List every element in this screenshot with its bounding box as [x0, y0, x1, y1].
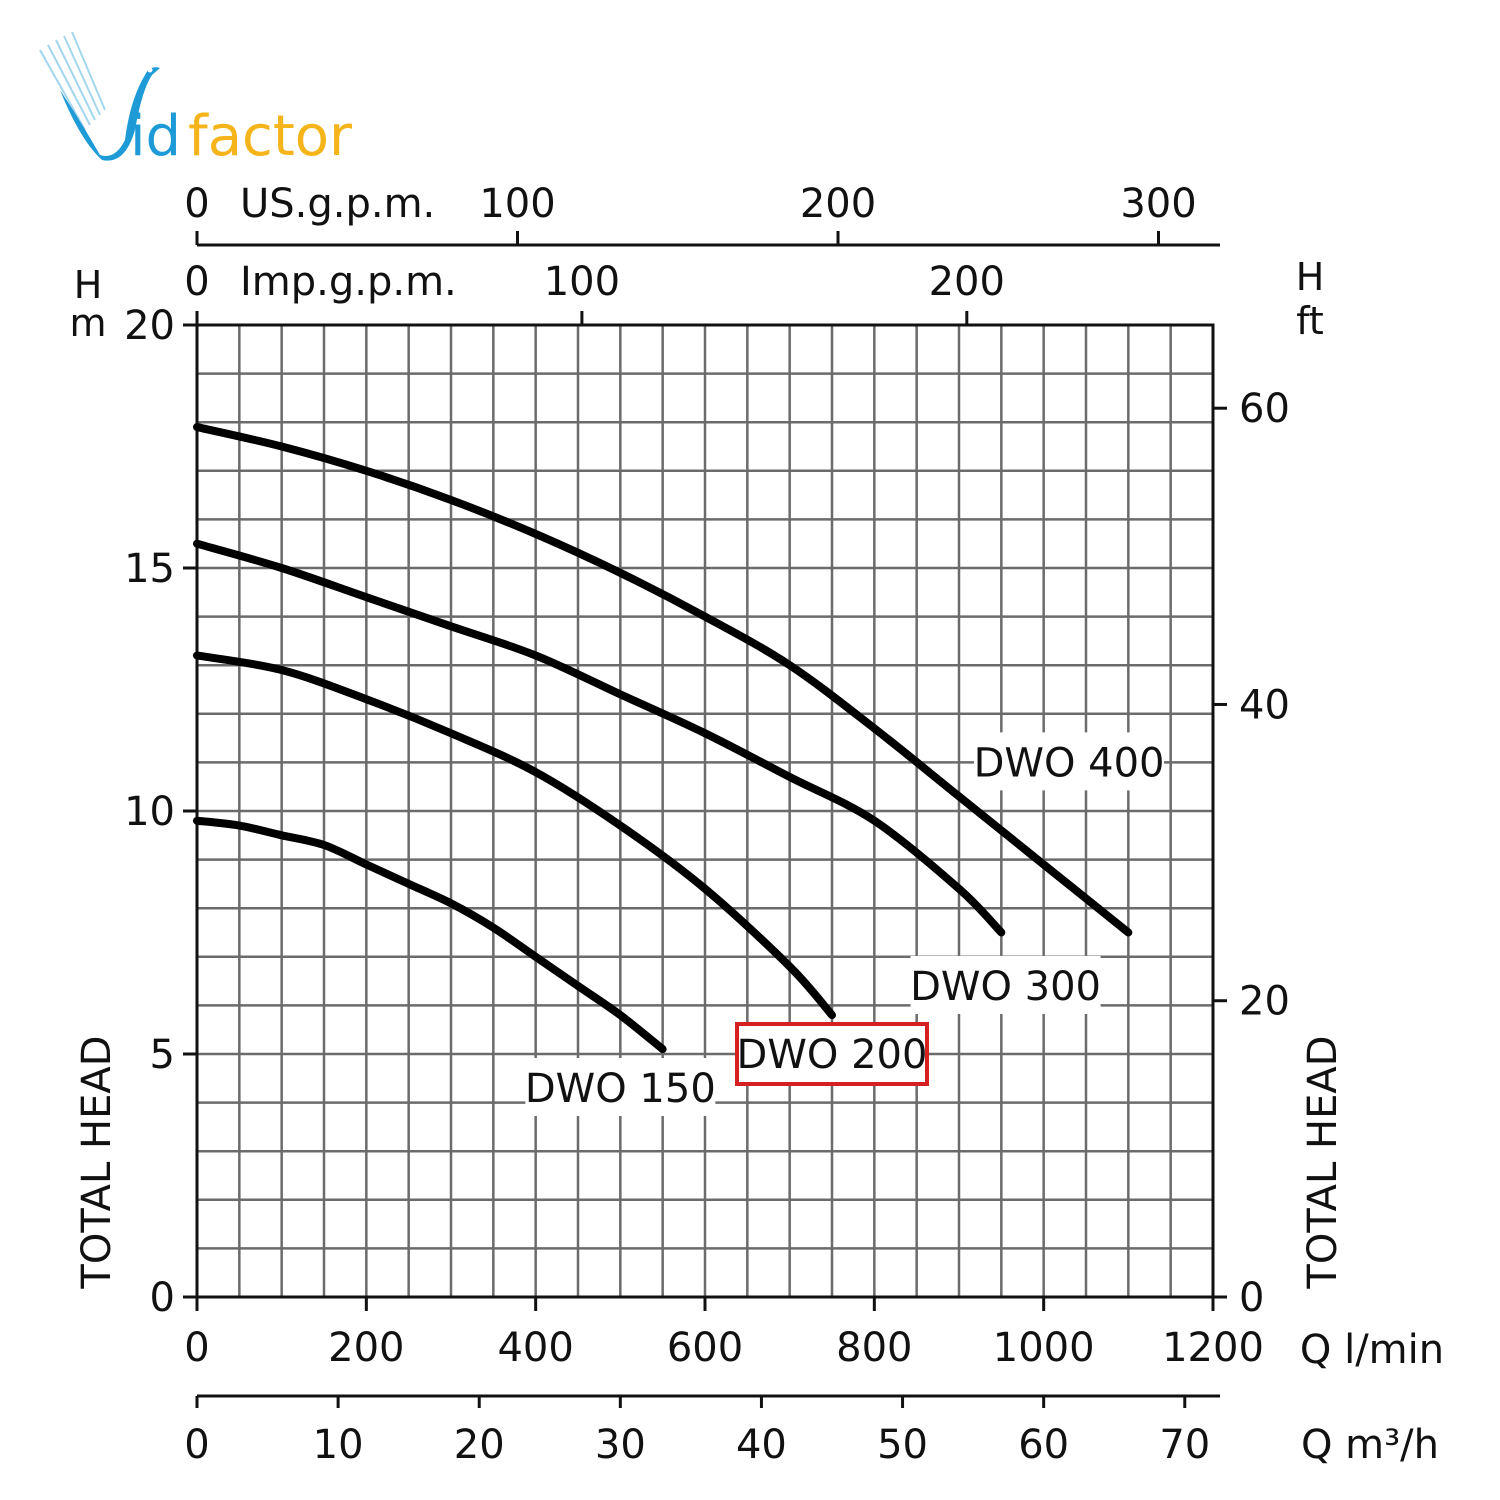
- curve-dwo-300: [193, 539, 1006, 937]
- series-label-bg: [525, 1058, 716, 1117]
- x-tick-label: 1000: [993, 1325, 1095, 1371]
- logo-bird-icon: id factor: [39, 31, 353, 169]
- vidfactor-logo: id factor: [30, 30, 390, 170]
- series-label-dwo-200: DWO 200: [737, 1032, 928, 1078]
- svg-text:factor: factor: [188, 104, 353, 169]
- x-tick-label: 600: [667, 1325, 743, 1371]
- svg-text:id: id: [130, 104, 181, 169]
- series-label-dwo-400: DWO 400: [974, 740, 1165, 786]
- curve-dwo-200: [193, 651, 836, 1020]
- x-tick-label: 400: [497, 1325, 573, 1371]
- y-axis-title-left: TOTAL HEAD: [74, 1035, 120, 1289]
- y-tick-label: 10: [124, 789, 175, 835]
- series-label-dwo-150: DWO 150: [525, 1066, 716, 1112]
- curve-dwo-400: [193, 423, 1133, 937]
- x-axis-label-m3h: Q m³/h: [1301, 1422, 1439, 1468]
- y-axis-title-right: TOTAL HEAD: [1300, 1035, 1346, 1289]
- us-gpm-tick-label: 300: [1120, 181, 1196, 227]
- x-tick-label: 200: [328, 1325, 404, 1371]
- x-tick-label: 800: [836, 1325, 912, 1371]
- us-gpm-tick-label: 0: [184, 181, 209, 227]
- imp-gpm-tick-label: 200: [929, 259, 1005, 305]
- m3h-tick-label: 20: [454, 1422, 505, 1468]
- y-tick-label: 5: [150, 1032, 175, 1078]
- ft-tick-label: 40: [1239, 682, 1290, 728]
- imp-gpm-tick-label: 100: [544, 259, 620, 305]
- y-axis-label-h: H: [74, 263, 103, 307]
- imp-gpm-axis-title: Imp.g.p.m.: [240, 259, 457, 305]
- series-label-dwo-300: DWO 300: [910, 964, 1101, 1010]
- m3h-tick-label: 10: [313, 1422, 364, 1468]
- ft-tick-label: 0: [1239, 1275, 1264, 1321]
- m3h-tick-label: 50: [877, 1422, 928, 1468]
- x-axis-label-lmin: Q l/min: [1300, 1327, 1444, 1373]
- m3h-tick-label: 40: [736, 1422, 787, 1468]
- x-tick-label: 1200: [1162, 1325, 1264, 1371]
- y-axis-label-unit: m: [69, 301, 106, 345]
- m3h-tick-label: 30: [595, 1422, 646, 1468]
- x-tick-label: 0: [184, 1325, 209, 1371]
- us-gpm-tick-label: 100: [479, 181, 555, 227]
- series-label-bg: [737, 1024, 927, 1082]
- ft-axis-label-h: H: [1296, 255, 1325, 299]
- y-tick-label: 0: [150, 1275, 175, 1321]
- series-label-bg: [974, 732, 1165, 791]
- imp-gpm-tick-label: 0: [184, 259, 209, 305]
- pump-curves: [193, 423, 1133, 1054]
- highlight-box: [735, 1022, 929, 1086]
- m3h-tick-label: 0: [184, 1422, 209, 1468]
- us-gpm-tick-label: 200: [800, 181, 876, 227]
- ft-tick-label: 60: [1239, 386, 1290, 432]
- chart-grid: [195, 323, 1215, 1299]
- m3h-tick-label: 60: [1018, 1422, 1069, 1468]
- y-tick-label: 20: [124, 303, 175, 349]
- ft-axis-label-unit: ft: [1296, 299, 1324, 343]
- series-label-bg: [910, 955, 1101, 1014]
- m3h-tick-label: 70: [1159, 1422, 1210, 1468]
- us-gpm-axis-title: US.g.p.m.: [240, 181, 435, 227]
- ft-tick-label: 20: [1239, 979, 1290, 1025]
- y-tick-label: 15: [124, 546, 175, 592]
- curve-dwo-150: [193, 816, 667, 1054]
- chart-labels: DWO 400 DWO 300 DWO 200 DWO 150: [525, 732, 1165, 1117]
